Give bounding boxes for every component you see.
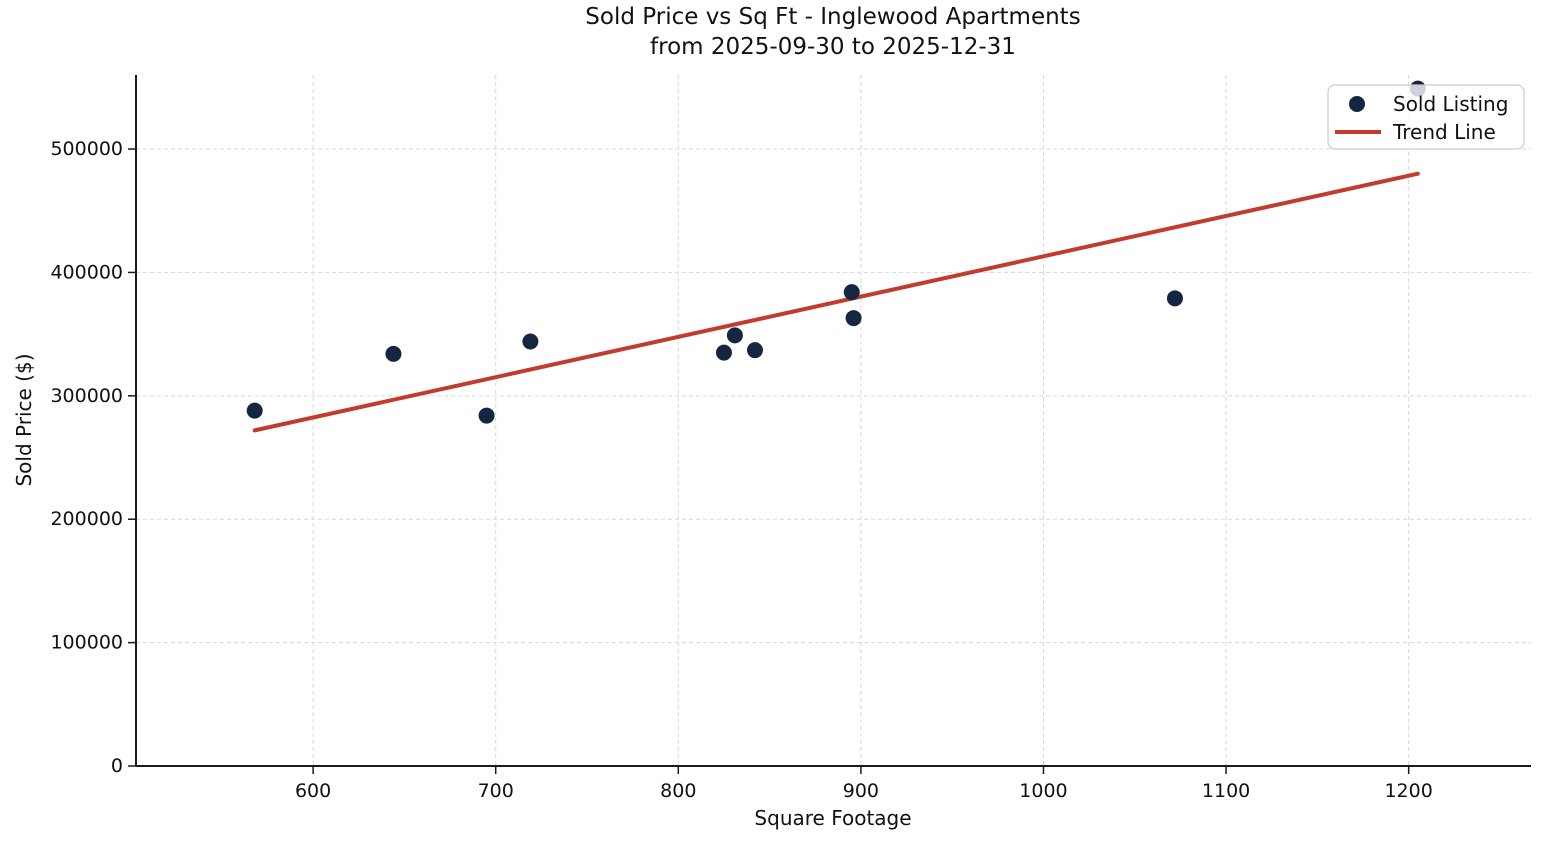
scatter-point [1166,290,1183,307]
scatter-point [843,284,860,301]
y-tick-label: 300000 [50,385,123,407]
y-tick-label: 200000 [50,508,123,530]
legend-marker-sold-listing-icon [1349,96,1365,112]
scatter-point [715,344,732,361]
y-tick-label: 400000 [50,261,123,283]
scatter-point [522,333,539,350]
y-tick-label: 100000 [50,632,123,654]
y-tick-label: 0 [111,755,123,777]
legend: Sold Listing Trend Line [1327,84,1525,150]
gridlines-layer [136,75,1531,766]
legend-label-sold-listing: Sold Listing [1393,92,1508,116]
scatter-point [385,345,402,362]
chart-title-line2: from 2025-09-30 to 2025-12-31 [650,34,1016,60]
scatter-point [246,402,263,419]
x-tick-label: 700 [478,780,514,802]
scatter-point [726,327,743,344]
x-tick-label: 600 [295,780,331,802]
x-tick-label: 800 [660,780,696,802]
x-tick-label: 900 [843,780,879,802]
y-axis-label: Sold Price ($) [12,353,36,486]
y-tick-label: 500000 [50,138,123,160]
scatter-point [746,342,763,359]
x-axis-label: Square Footage [754,806,911,830]
legend-label-trend-line: Trend Line [1392,120,1496,144]
axes-layer: 600 700 800 900 1000 1100 1200 0 100000 200000 300… [50,75,1531,802]
x-tick-label: 1200 [1384,780,1432,802]
x-tick-label: 1100 [1202,780,1250,802]
trend-line [252,171,1420,433]
chart-title-line1: Sold Price vs Sq Ft - Inglewood Apartmen… [585,4,1080,30]
scatter-point [845,310,862,327]
data-series-layer [246,80,1426,433]
scatter-point [478,407,495,424]
x-tick-label: 1000 [1019,780,1067,802]
